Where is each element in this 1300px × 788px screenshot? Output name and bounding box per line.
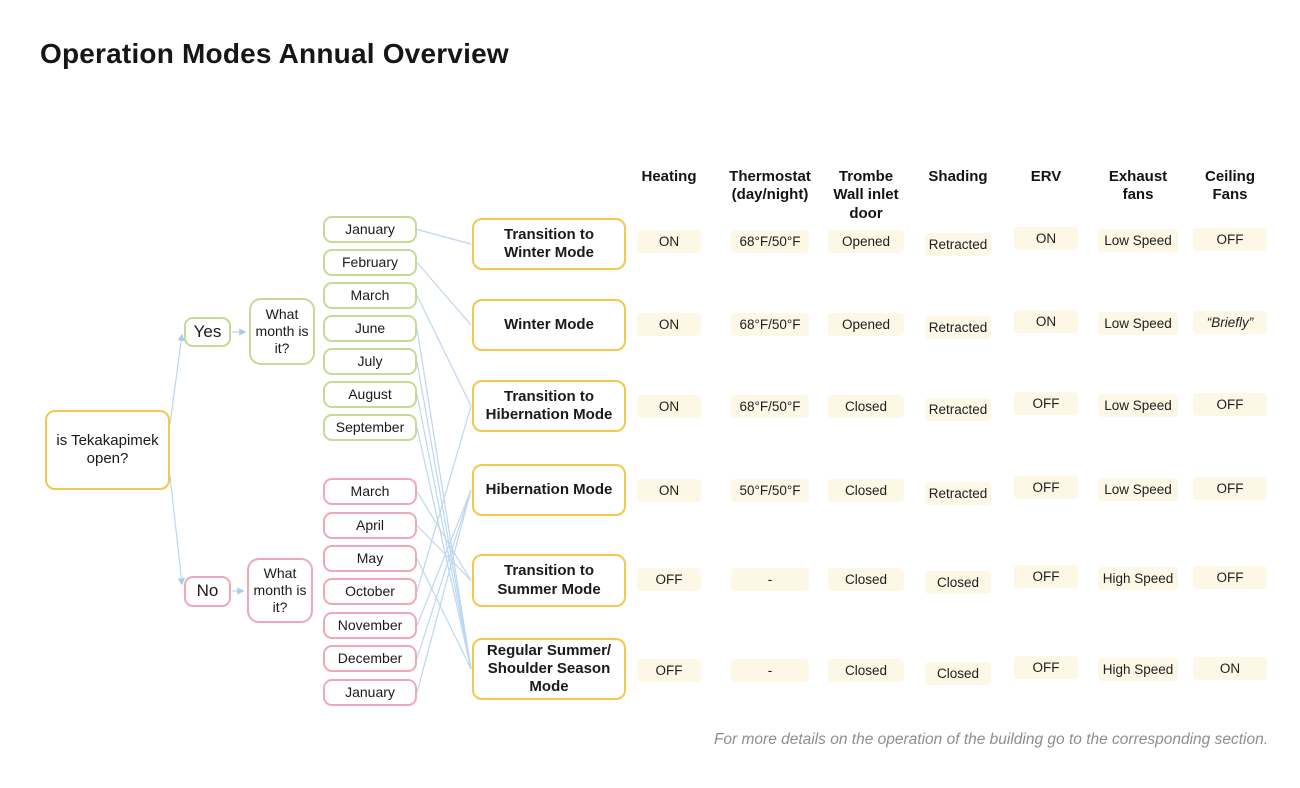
- column-header-trombe-wall-inlet-door: Trombe Wall inlet door: [833, 168, 899, 222]
- table-cell: ON: [1193, 656, 1267, 680]
- table-cell: Closed: [925, 570, 991, 594]
- table-cell: OFF: [1193, 227, 1267, 251]
- column-header-shading: Shading: [928, 168, 988, 185]
- table-cell: OFF: [1014, 655, 1078, 679]
- column-header-exhaust-fans: Exhaust fans: [1108, 168, 1168, 204]
- table-cell: Retracted: [925, 481, 991, 505]
- connector-line: [416, 427, 472, 670]
- table-cell: OFF: [1014, 475, 1078, 499]
- table-cell: Low Speed: [1098, 228, 1178, 252]
- table-cell: ON: [637, 312, 701, 336]
- table-cell: Low Speed: [1098, 477, 1178, 501]
- table-cell: OFF: [1193, 565, 1267, 589]
- table-cell: ON: [1014, 309, 1078, 333]
- table-cell: Low Speed: [1098, 311, 1178, 335]
- table-cell: 68°F/50°F: [731, 312, 809, 336]
- mode-box-winter-mode: Winter Mode: [472, 299, 626, 351]
- mode-box-hibernation-mode: Hibernation Mode: [472, 464, 626, 516]
- month-box-january-closed: January: [323, 679, 417, 706]
- table-cell: Closed: [828, 478, 904, 502]
- month-box-april-closed: April: [323, 512, 417, 539]
- table-cell: Opened: [828, 312, 904, 336]
- month-box-february-open: February: [323, 249, 417, 276]
- connector-line: [416, 491, 472, 581]
- connector-line: [416, 394, 472, 670]
- table-cell: 68°F/50°F: [731, 229, 809, 253]
- table-cell: OFF: [1014, 564, 1078, 588]
- table-cell: Closed: [925, 661, 991, 685]
- connector-line: [169, 475, 185, 586]
- table-cell: Closed: [828, 658, 904, 682]
- table-cell: Closed: [828, 567, 904, 591]
- table-cell: OFF: [637, 567, 701, 591]
- table-cell: Closed: [828, 394, 904, 418]
- month-box-june-open: June: [323, 315, 417, 342]
- question-month-no-box: What month is it?: [247, 558, 313, 623]
- table-cell: OFF: [637, 658, 701, 682]
- connector-line: [416, 228, 472, 245]
- month-box-august-open: August: [323, 381, 417, 408]
- connector-line: [416, 262, 472, 326]
- table-cell: ON: [637, 229, 701, 253]
- mode-box-regular-summer-shoulder-season-mode: Regular Summer/ Shoulder Season Mode: [472, 638, 626, 700]
- table-cell: Opened: [828, 229, 904, 253]
- table-cell: -: [731, 658, 809, 682]
- table-cell: OFF: [1014, 391, 1078, 415]
- footnote-text: For more details on the operation of the…: [713, 731, 1268, 748]
- table-cell: ON: [1014, 226, 1078, 250]
- table-cell: High Speed: [1098, 566, 1178, 590]
- question-month-yes-label: What month is it?: [255, 305, 309, 357]
- connector-line: [169, 333, 185, 425]
- connector-line: [416, 361, 472, 670]
- connector-line: [416, 489, 472, 659]
- table-cell: OFF: [1193, 392, 1267, 416]
- page-title: Operation Modes Annual Overview: [40, 38, 509, 69]
- table-cell: Retracted: [925, 232, 991, 256]
- month-box-december-closed: December: [323, 645, 417, 672]
- month-box-march-closed: March: [323, 478, 417, 505]
- month-box-october-closed: October: [323, 578, 417, 605]
- table-cell: 50°F/50°F: [731, 478, 809, 502]
- answer-no-box: No: [184, 576, 231, 607]
- mode-box-transition-to-hibernation-mode: Transition to Hibernation Mode: [472, 380, 626, 432]
- connector-line: [416, 489, 472, 626]
- question-month-no-label: What month is it?: [253, 564, 307, 616]
- connector-line: [416, 489, 472, 693]
- column-header-ceiling-fans: Ceiling Fans: [1204, 168, 1255, 204]
- table-cell: OFF: [1193, 476, 1267, 500]
- connector-line: [416, 525, 472, 581]
- answer-no-label: No: [196, 581, 219, 601]
- question-month-yes-box: What month is it?: [249, 298, 315, 365]
- answer-yes-box: Yes: [184, 317, 231, 347]
- mode-box-transition-to-winter-mode: Transition to Winter Mode: [472, 218, 626, 270]
- table-cell: High Speed: [1098, 657, 1178, 681]
- month-box-may-closed: May: [323, 545, 417, 572]
- table-cell: ON: [637, 478, 701, 502]
- month-box-march-open: March: [323, 282, 417, 309]
- table-cell: “Briefly”: [1193, 310, 1267, 334]
- connector-line: [416, 405, 472, 592]
- connector-line: [416, 558, 472, 670]
- table-cell: -: [731, 567, 809, 591]
- column-header-heating: Heating: [641, 168, 697, 185]
- column-header-thermostat-day-night: Thermostat (day/night): [729, 168, 811, 204]
- month-box-september-open: September: [323, 414, 417, 441]
- table-cell: Retracted: [925, 397, 991, 421]
- table-cell: ON: [637, 394, 701, 418]
- table-cell: Low Speed: [1098, 393, 1178, 417]
- month-box-november-closed: November: [323, 612, 417, 639]
- mode-box-transition-to-summer-mode: Transition to Summer Mode: [472, 554, 626, 607]
- connector-line: [416, 295, 472, 407]
- answer-yes-label: Yes: [193, 321, 222, 341]
- month-box-july-open: July: [323, 348, 417, 375]
- column-header-erv: ERV: [1030, 168, 1062, 185]
- month-box-january-open: January: [323, 216, 417, 243]
- table-cell: Retracted: [925, 315, 991, 339]
- root-question-box: is Tekakapimek open?: [45, 410, 170, 490]
- table-cell: 68°F/50°F: [731, 394, 809, 418]
- root-question-label: is Tekakapimek open?: [56, 431, 159, 467]
